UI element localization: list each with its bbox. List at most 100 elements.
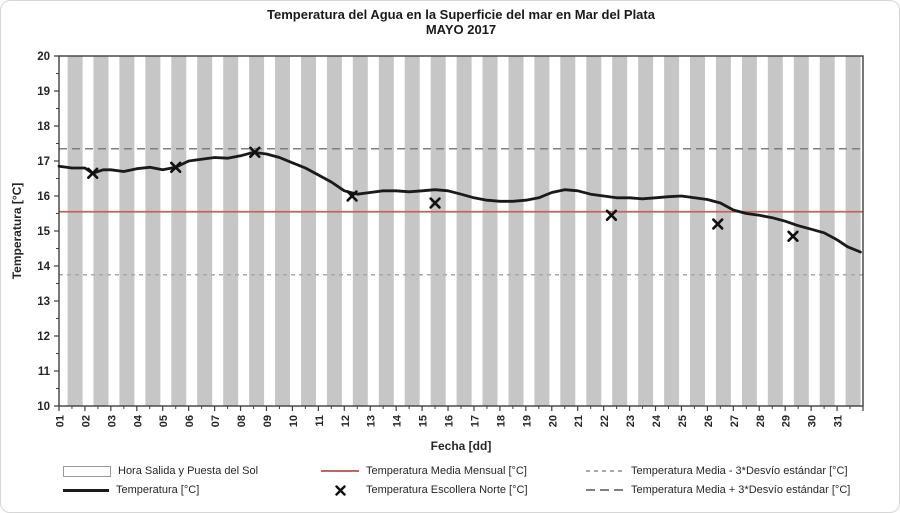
escollera-marker <box>87 167 99 179</box>
night-band <box>171 56 187 406</box>
night-band <box>301 56 316 406</box>
night-band-swatch-icon <box>63 465 111 477</box>
night-band <box>793 56 809 406</box>
escollera-marker <box>787 230 799 242</box>
night-band <box>845 56 861 406</box>
x-tick-label: 30 <box>807 415 819 427</box>
x-tick-label: 06 <box>184 415 196 427</box>
x-tick-label: 23 <box>625 415 637 427</box>
x-tick-label: 22 <box>599 415 611 427</box>
night-band <box>534 56 550 406</box>
x-tick-label: 25 <box>677 415 689 427</box>
escollera-marker <box>429 197 441 209</box>
x-tick-label: 27 <box>729 415 741 427</box>
night-band <box>819 56 835 406</box>
x-tick-label: 17 <box>469 415 481 427</box>
y-tick-label: 19 <box>37 86 50 98</box>
y-tick-label: 11 <box>38 366 51 378</box>
x-marker-icon <box>321 484 359 496</box>
x-tick-label: 09 <box>262 415 274 427</box>
legend-item-mean-monthly: Temperatura Media Mensual [°C] <box>321 464 527 478</box>
x-tick-label: 04 <box>132 414 144 427</box>
escollera-marker <box>170 161 182 173</box>
escollera-markers <box>87 146 799 242</box>
x-tick-label: 12 <box>340 415 352 427</box>
night-band <box>404 56 420 406</box>
night-band <box>741 56 757 406</box>
night-band <box>664 56 680 406</box>
x-tick-label: 01 <box>55 415 67 427</box>
chart-title: Temperatura del Agua en la Superficie de… <box>267 7 655 22</box>
escollera-marker <box>346 190 358 202</box>
legend-item-mean-plus-3sd: Temperatura Media + 3*Desvío estándar [°… <box>586 483 850 497</box>
y-tick-label: 18 <box>37 121 50 133</box>
legend-label: Temperatura Media - 3*Desvío estándar [°… <box>631 465 848 477</box>
temperature-line-swatch-icon <box>63 488 109 492</box>
x-tick-label: 14 <box>392 414 404 427</box>
dash-long-swatch-icon <box>586 489 624 491</box>
x-tick-label: 28 <box>755 415 767 427</box>
y-tick-label: 15 <box>37 226 50 238</box>
night-band <box>586 56 602 406</box>
x-tick-label: 16 <box>444 415 456 427</box>
chart-subtitle: MAYO 2017 <box>425 22 497 37</box>
night-band <box>638 56 654 406</box>
night-bands <box>67 56 861 406</box>
night-band <box>223 56 239 406</box>
night-band <box>378 56 394 406</box>
chart-title-block: Temperatura del Agua en la Superficie de… <box>21 7 899 37</box>
legend-label: Hora Salida y Puesta del Sol <box>118 465 259 477</box>
x-tick-label: 26 <box>703 415 715 427</box>
y-tick-label: 12 <box>37 331 50 343</box>
x-tick-label: 31 <box>833 415 845 427</box>
x-tick-label: 19 <box>521 415 533 427</box>
night-band <box>275 56 290 406</box>
night-band <box>508 56 524 406</box>
legend-item-escollera-norte: Temperatura Escollera Norte [°C] <box>321 483 528 497</box>
x-tick-label: 18 <box>495 415 507 427</box>
x-axis-title: Fecha [dd] <box>430 439 492 453</box>
x-tick-label: 29 <box>781 415 793 427</box>
legend-item-temperature: Temperatura [°C] <box>63 483 199 497</box>
x-tick-label: 08 <box>236 415 248 427</box>
x-tick-label: 15 <box>418 415 430 427</box>
legend-label: Temperatura [°C] <box>116 484 200 496</box>
x-tick-label: 24 <box>651 414 663 427</box>
escollera-marker <box>249 146 261 158</box>
night-band <box>352 56 368 406</box>
dash-short-swatch-icon <box>586 470 624 472</box>
mean-line-swatch-icon <box>321 470 359 472</box>
night-band <box>93 56 109 406</box>
plot-frame <box>58 55 864 407</box>
legend-label: Temperatura Media Mensual [°C] <box>366 465 527 477</box>
x-tick-label: 05 <box>158 415 170 427</box>
temperature-line <box>57 150 862 254</box>
x-tick-label: 13 <box>366 415 378 427</box>
x-tick-label: 03 <box>106 415 118 427</box>
escollera-marker <box>712 218 724 230</box>
legend-item-night-bands: Hora Salida y Puesta del Sol <box>63 464 258 478</box>
night-band <box>482 56 498 406</box>
legend-label: Temperatura Escollera Norte [°C] <box>366 484 528 496</box>
escollera-marker <box>605 209 618 221</box>
y-tick-label: 13 <box>37 296 50 308</box>
night-band <box>67 56 83 406</box>
x-tick-label: 21 <box>573 415 585 427</box>
night-band <box>456 56 472 406</box>
night-band <box>119 56 135 406</box>
y-tick-label: 14 <box>37 261 50 273</box>
legend-item-mean-minus-3sd: Temperatura Media - 3*Desvío estándar [°… <box>586 464 848 478</box>
night-band <box>145 56 161 406</box>
night-band <box>326 56 342 406</box>
y-tick-label: 16 <box>37 191 50 203</box>
night-band <box>560 56 576 406</box>
y-axis-title: Temperatura [°C] <box>10 182 24 280</box>
y-tick-label: 20 <box>37 51 50 63</box>
x-tick-label: 20 <box>547 415 559 427</box>
night-band <box>715 56 731 406</box>
y-tick-label: 10 <box>37 401 50 413</box>
x-tick-label: 07 <box>210 415 222 427</box>
legend-label: Temperatura Media + 3*Desvío estándar [°… <box>631 484 851 496</box>
